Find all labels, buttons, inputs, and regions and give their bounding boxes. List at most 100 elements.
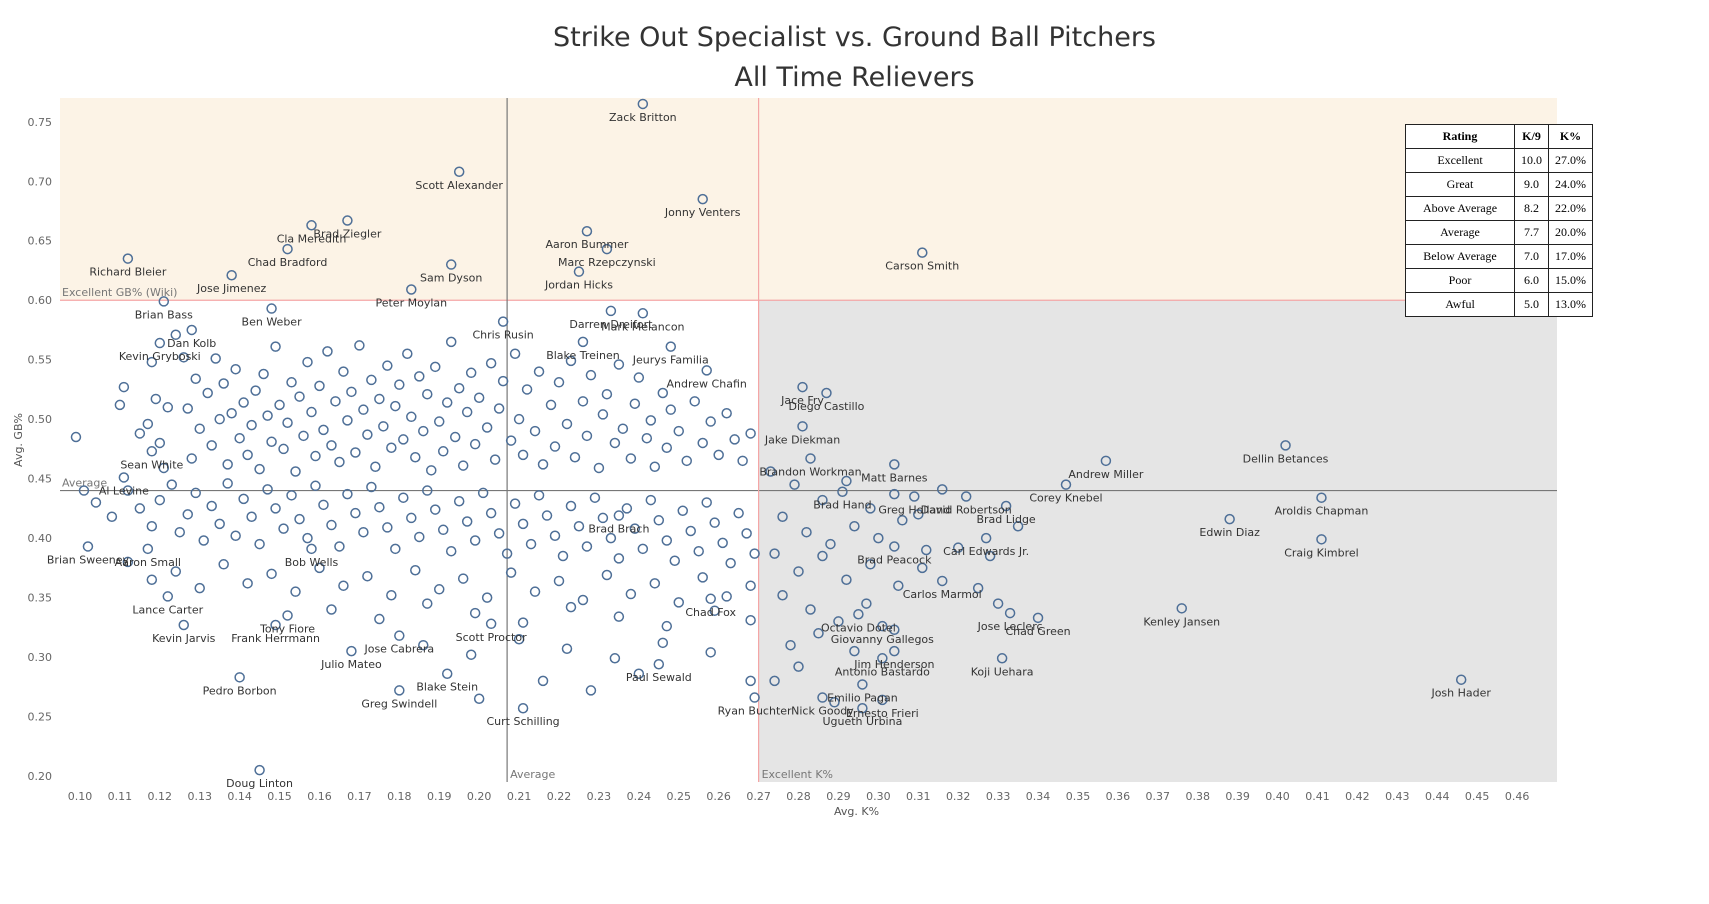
- data-point: [705, 416, 716, 427]
- rating-row: Excellent 10.0 27.0%: [1405, 148, 1593, 173]
- data-point: [418, 425, 429, 437]
- data-point: [394, 379, 405, 390]
- point-label: Diego Castillo: [789, 400, 865, 413]
- data-point: [745, 675, 756, 687]
- data-point: [1004, 607, 1016, 619]
- data-point: [154, 437, 166, 449]
- x-tick-label: 0.46: [1505, 790, 1530, 803]
- rating-name: Great: [1405, 172, 1515, 197]
- data-point: [769, 548, 780, 559]
- data-point: [441, 397, 453, 408]
- data-point: [517, 449, 529, 461]
- data-point: [190, 487, 201, 499]
- data-point: [374, 613, 385, 625]
- data-point: [889, 459, 900, 470]
- data-point: [1224, 513, 1235, 525]
- data-point: [505, 435, 517, 446]
- data-point: [445, 336, 457, 348]
- data-point: [813, 628, 824, 639]
- data-point: [984, 550, 996, 562]
- data-point: [585, 369, 597, 381]
- data-point: [338, 366, 349, 377]
- x-tick-label: 0.36: [1106, 790, 1131, 803]
- data-point: [469, 607, 481, 619]
- data-point: [254, 463, 265, 475]
- point-label: Dan Kolb: [167, 337, 216, 350]
- x-tick-label: 0.11: [108, 790, 133, 803]
- data-point: [162, 402, 174, 413]
- y-tick-label: 0.30: [28, 651, 53, 664]
- data-point: [517, 518, 529, 530]
- x-tick-label: 0.41: [1305, 790, 1330, 803]
- data-point: [473, 392, 485, 404]
- data-point: [210, 353, 221, 364]
- data-point: [513, 413, 525, 425]
- data-point: [334, 456, 345, 468]
- data-point: [913, 509, 924, 520]
- data-point: [637, 98, 649, 110]
- data-point: [705, 593, 716, 605]
- data-point: [238, 493, 249, 505]
- point-label: Jonny Venters: [664, 206, 741, 219]
- data-point: [493, 528, 505, 539]
- data-point: [889, 541, 900, 552]
- data-point: [649, 461, 661, 473]
- point-label: Edwin Diaz: [1199, 526, 1260, 539]
- y-tick-label: 0.65: [28, 235, 53, 248]
- data-point: [314, 562, 325, 574]
- data-point: [533, 366, 545, 377]
- point-label: Dellin Betances: [1243, 452, 1329, 465]
- x-tick-label: 0.12: [148, 790, 173, 803]
- point-label: Koji Uehara: [971, 665, 1034, 678]
- data-point: [394, 630, 405, 641]
- data-point: [238, 397, 249, 408]
- y-tick-label: 0.45: [28, 473, 53, 486]
- data-point: [426, 465, 437, 476]
- point-label: Carson Smith: [885, 260, 959, 273]
- data-point: [262, 484, 273, 495]
- data-point: [266, 303, 277, 314]
- data-point: [577, 396, 589, 407]
- y-tick-label: 0.55: [28, 354, 53, 367]
- data-point: [849, 645, 860, 657]
- point-label: Blake Stein: [416, 681, 478, 694]
- data-point: [553, 377, 565, 388]
- data-point: [525, 538, 537, 550]
- data-point: [537, 459, 549, 470]
- data-point: [194, 423, 205, 434]
- data-point: [254, 538, 265, 550]
- data-point: [106, 511, 118, 522]
- x-tick-label: 0.14: [227, 790, 252, 803]
- data-point: [186, 324, 197, 336]
- data-point: [737, 455, 748, 467]
- x-tick-label: 0.10: [68, 790, 93, 803]
- data-point: [342, 488, 353, 500]
- point-label: Craig Kimbrel: [1284, 546, 1359, 559]
- data-point: [697, 437, 708, 449]
- data-point: [262, 410, 273, 421]
- data-point: [960, 491, 972, 502]
- data-point: [497, 316, 509, 327]
- data-point: [230, 530, 241, 542]
- point-label: Ugueth Urbina: [822, 715, 902, 728]
- data-point: [441, 668, 453, 679]
- point-label: Tony Fiore: [259, 622, 315, 635]
- data-point: [250, 385, 261, 396]
- data-point: [114, 399, 126, 411]
- data-point: [418, 639, 429, 651]
- data-point: [545, 399, 557, 411]
- data-point: [697, 572, 708, 583]
- x-tick-label: 0.15: [267, 790, 292, 803]
- data-point: [1100, 455, 1112, 467]
- data-point: [585, 685, 597, 696]
- point-label: Brad Hand: [813, 499, 871, 512]
- data-point: [170, 329, 182, 340]
- point-label: Zack Britton: [609, 111, 677, 124]
- point-label: Andrew Chafin: [667, 377, 747, 390]
- x-tick-label: 0.45: [1465, 790, 1490, 803]
- data-point: [222, 478, 233, 489]
- x-tick-label: 0.28: [786, 790, 811, 803]
- x-tick-label: 0.25: [667, 790, 692, 803]
- data-point: [266, 568, 277, 580]
- point-label: Sean White: [120, 458, 183, 471]
